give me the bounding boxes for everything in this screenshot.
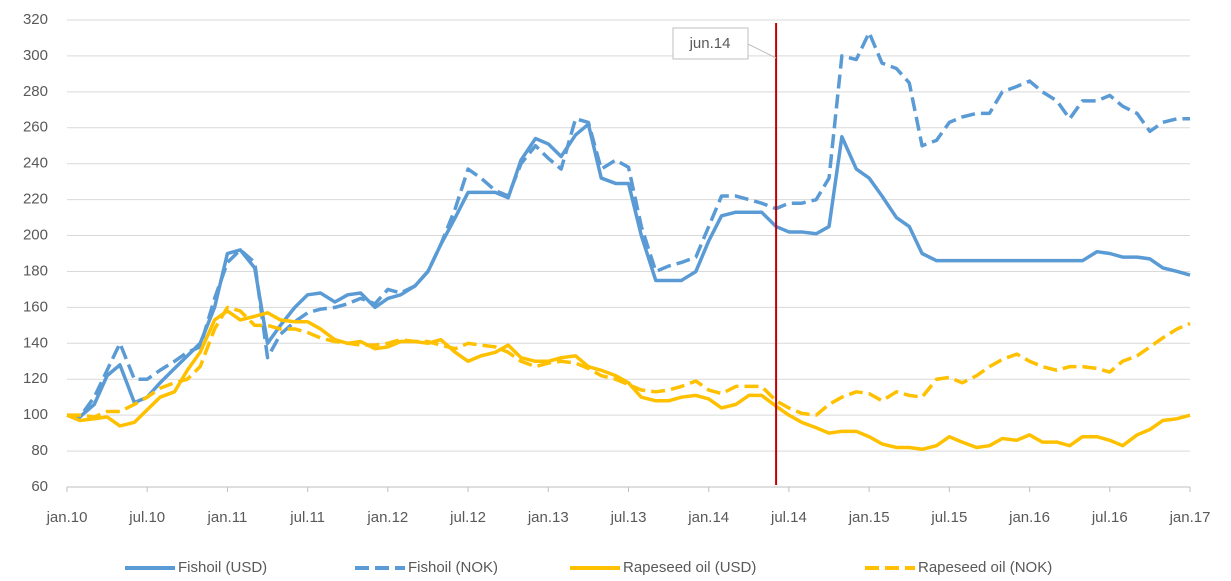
x-tick-label: jul.10 (128, 509, 165, 526)
y-tick-label: 180 (23, 262, 48, 279)
series-line (67, 305, 1191, 419)
x-tick-label: jan.12 (366, 509, 408, 526)
x-tick-label: jul.11 (289, 509, 325, 526)
x-tick-label: jan.13 (527, 509, 569, 526)
annotation-leader (747, 43, 777, 59)
x-tick-label: jan.15 (848, 509, 890, 526)
x-tick-label: jan.11 (207, 509, 248, 526)
y-tick-label: 260 (23, 119, 48, 136)
x-tick-label: jan.16 (1008, 509, 1050, 526)
y-tick-label: 80 (31, 442, 48, 459)
series-line (66, 30, 1190, 419)
legend-label: Fishoil (USD) (178, 559, 267, 576)
x-tick-label: jul.14 (770, 509, 807, 526)
x-tick-label: jan.17 (1169, 509, 1211, 526)
y-tick-label: 100 (23, 406, 48, 423)
x-tick-label: jul.13 (610, 509, 647, 526)
x-tick-label: jul.16 (1091, 509, 1128, 526)
y-tick-label: 60 (31, 478, 48, 495)
y-tick-label: 140 (23, 334, 48, 351)
legend-label: Rapeseed oil (NOK) (918, 559, 1052, 576)
x-tick-label: jul.15 (930, 509, 967, 526)
series-line (66, 309, 1191, 452)
y-tick-label: 200 (23, 227, 48, 244)
annotation-label: jun.14 (689, 35, 731, 52)
y-tick-label: 240 (23, 155, 48, 172)
y-tick-label: 160 (23, 298, 48, 315)
legend-label: Fishoil (NOK) (408, 559, 498, 576)
y-tick-label: 120 (23, 370, 48, 387)
y-tick-label: 320 (23, 11, 48, 28)
x-tick-label: jan.14 (687, 509, 729, 526)
legend-label: Rapeseed oil (USD) (623, 559, 756, 576)
x-tick-label: jan.10 (46, 509, 88, 526)
y-tick-label: 220 (23, 191, 48, 208)
y-tick-label: 280 (23, 83, 48, 100)
x-tick-label: jul.12 (449, 509, 486, 526)
annotation-box (672, 27, 749, 60)
y-tick-label: 300 (23, 47, 48, 64)
